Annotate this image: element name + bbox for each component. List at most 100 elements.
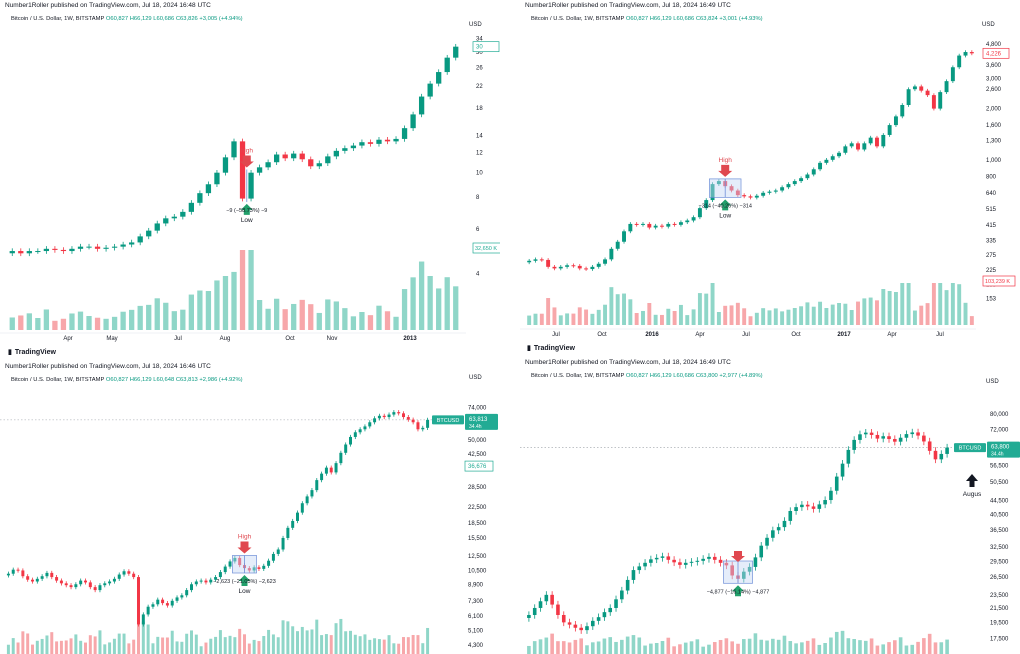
candle-body: [620, 590, 624, 600]
candle-body: [735, 190, 740, 196]
volume-bar: [426, 627, 430, 654]
volume-bar: [262, 636, 266, 654]
candle-body: [900, 104, 905, 117]
volume-bar: [735, 302, 740, 325]
candlestick-chart[interactable]: −4,877 (−16.14%) −4,87780,00072,00063,00…: [520, 357, 1020, 654]
volume-bar: [410, 277, 416, 330]
volume-bar: [367, 315, 374, 330]
y-tick-label: 225: [986, 268, 997, 274]
y-tick-label: 1,300: [986, 138, 1002, 144]
candle-body: [35, 251, 41, 253]
candle-body: [634, 223, 639, 225]
ohlc-high: H66,129: [649, 16, 672, 22]
volume-bar: [60, 318, 67, 330]
candle-body: [316, 163, 322, 167]
volume-bar: [194, 634, 198, 654]
volume-bar: [685, 315, 690, 325]
volume-bar: [239, 250, 246, 330]
x-tick-label: Apr: [695, 332, 704, 338]
volume-bar: [248, 250, 254, 330]
candle-body: [527, 614, 531, 618]
volume-bar: [310, 629, 314, 654]
volume-bar: [527, 315, 532, 325]
volume-bar: [180, 309, 186, 330]
volume-bar: [672, 646, 676, 654]
volume-bar: [228, 635, 232, 654]
volume-bar: [916, 641, 920, 654]
low-arrow-icon: [732, 585, 744, 597]
candle-body: [59, 580, 63, 584]
volume-bar: [325, 299, 331, 330]
ohlc-low: L60,686: [153, 16, 175, 22]
candlestick-chart[interactable]: High −314 (−40.26%) −314 Low 4,800 3,600 3,00…: [520, 0, 1020, 345]
x-tick-label: Oct: [285, 336, 295, 342]
volume-bar: [786, 309, 791, 325]
candle-body: [282, 154, 288, 159]
volume-bar: [93, 636, 97, 654]
volume-bar: [342, 308, 348, 330]
candle-body: [887, 436, 891, 440]
candle-body: [265, 162, 271, 168]
volume-bar: [214, 280, 220, 330]
ohlc-open: O60,827: [105, 377, 129, 383]
volume-bar: [103, 644, 107, 654]
candle-body: [161, 599, 165, 604]
candle-body: [93, 587, 97, 591]
candle-body: [359, 142, 365, 146]
volume-bar: [571, 313, 576, 325]
volume-bar: [188, 294, 195, 330]
candle-body: [333, 150, 339, 157]
candle-body: [358, 429, 362, 433]
ohlc-close: C63,800: [695, 373, 718, 379]
volume-bar: [666, 308, 671, 325]
candle-body: [922, 435, 926, 442]
candle-body: [527, 260, 532, 263]
candle-body: [571, 265, 576, 267]
volume-bar: [584, 309, 589, 325]
ohlc-low: L60,686: [673, 373, 695, 379]
candle-body: [418, 96, 425, 115]
volume-bar: [209, 638, 213, 654]
candle-body: [406, 417, 410, 420]
x-tick-label: Oct: [791, 332, 801, 338]
volume-bar: [748, 316, 753, 325]
candlestick-chart[interactable]: high −9 (−58.73%) −9 Low 34 30 26 22 18 14 12 10 8 6…: [0, 0, 500, 345]
candle-body: [653, 225, 658, 228]
candle-body: [939, 453, 944, 460]
volume-bar: [223, 637, 227, 654]
high-label: High: [238, 533, 252, 540]
candle-body: [205, 184, 212, 194]
candle-body: [103, 247, 109, 249]
volume-bar: [31, 644, 34, 654]
candle-body: [257, 567, 261, 569]
candle-body: [194, 581, 198, 585]
y-tick-label: 26: [476, 66, 483, 72]
volume-bar: [377, 639, 381, 654]
volume-bar: [349, 630, 352, 654]
candle-body: [233, 557, 237, 562]
candle-body: [393, 138, 399, 142]
volume-bar: [792, 308, 797, 325]
volume-bar: [794, 643, 798, 654]
volume-bar: [350, 316, 357, 330]
candle-body: [577, 265, 582, 269]
candle-body: [122, 571, 126, 575]
currency-label: USD: [986, 379, 999, 385]
volume-bar: [963, 302, 968, 325]
candlestick-chart[interactable]: High −2,623 (−21.05%) −2,623 Low 74,000 50,0…: [0, 361, 500, 654]
price-tag-countdown: 34.4h: [991, 452, 1004, 458]
candle-body: [759, 545, 764, 558]
x-tick-label: Apr: [887, 332, 896, 338]
symbol-title: Bitcoin / U.S. Dollar, 1W, BITSTAMP: [11, 377, 105, 383]
candle-body: [608, 607, 613, 613]
candle-body: [950, 67, 955, 82]
candle-body: [840, 463, 845, 477]
volume-bar: [40, 638, 44, 654]
candle-body: [238, 557, 242, 566]
chart-panel-2020: Number1Roller published on TradingView.c…: [0, 361, 500, 654]
candle-body: [747, 566, 752, 572]
volume-bar: [875, 645, 880, 654]
candle-body: [111, 246, 118, 248]
candle-body: [170, 600, 174, 606]
candle-body: [185, 590, 189, 596]
